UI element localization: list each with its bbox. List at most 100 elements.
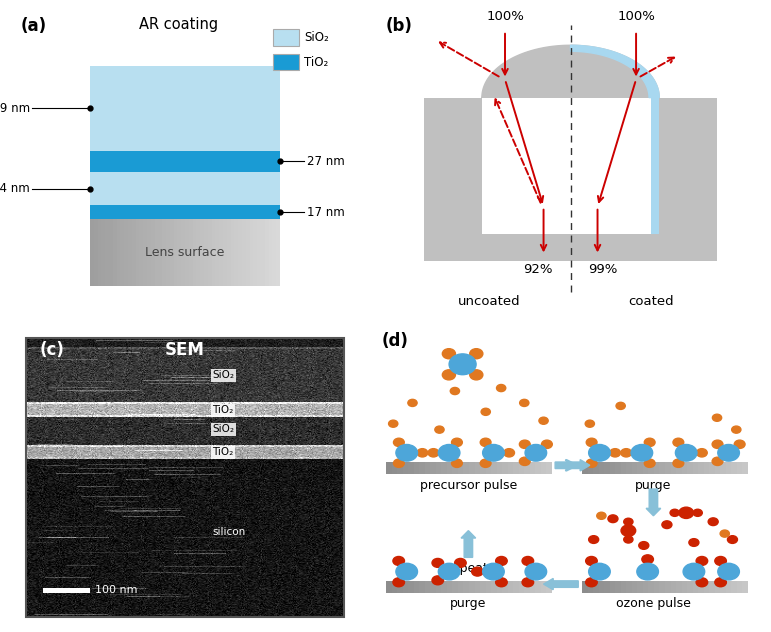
Text: TiO₂: TiO₂	[304, 56, 328, 69]
Text: ozone pulse: ozone pulse	[616, 597, 691, 611]
Circle shape	[503, 449, 514, 457]
Circle shape	[438, 563, 460, 580]
Text: 44 nm: 44 nm	[0, 182, 29, 195]
Circle shape	[675, 444, 697, 461]
Circle shape	[525, 563, 547, 580]
Circle shape	[586, 459, 597, 468]
Circle shape	[624, 536, 633, 543]
Circle shape	[455, 559, 466, 568]
Circle shape	[541, 440, 552, 449]
Text: 99%: 99%	[588, 263, 618, 276]
Polygon shape	[482, 46, 659, 97]
Circle shape	[443, 349, 456, 359]
Circle shape	[641, 555, 654, 564]
Circle shape	[393, 438, 404, 447]
FancyArrow shape	[555, 459, 590, 471]
Text: coated: coated	[628, 295, 675, 308]
Circle shape	[449, 354, 476, 375]
Circle shape	[480, 459, 491, 468]
Circle shape	[432, 559, 443, 568]
Circle shape	[472, 567, 483, 576]
Circle shape	[483, 444, 504, 461]
Text: Lens surface: Lens surface	[146, 246, 224, 258]
Circle shape	[708, 518, 718, 526]
Circle shape	[608, 515, 618, 523]
Circle shape	[520, 399, 529, 406]
Bar	[424, 234, 717, 262]
Circle shape	[496, 578, 507, 586]
Text: purge: purge	[635, 478, 672, 492]
Circle shape	[586, 438, 597, 447]
Text: silicon: silicon	[212, 527, 245, 537]
Bar	[90, 150, 280, 172]
Text: uncoated: uncoated	[458, 295, 521, 308]
Circle shape	[637, 563, 658, 580]
Circle shape	[621, 449, 631, 457]
Text: purge: purge	[450, 597, 487, 611]
Circle shape	[670, 509, 679, 516]
Bar	[424, 97, 482, 262]
Circle shape	[408, 399, 417, 406]
Circle shape	[712, 440, 723, 449]
Bar	[42, 588, 90, 593]
Text: (a): (a)	[21, 17, 46, 35]
Circle shape	[696, 557, 708, 566]
Circle shape	[586, 578, 598, 586]
Circle shape	[673, 438, 684, 447]
Circle shape	[696, 578, 708, 586]
Circle shape	[693, 509, 702, 516]
Circle shape	[432, 576, 443, 585]
Bar	[482, 97, 659, 234]
Circle shape	[539, 417, 548, 424]
Circle shape	[435, 426, 444, 433]
Circle shape	[683, 563, 705, 580]
Circle shape	[662, 521, 672, 528]
Circle shape	[589, 536, 598, 544]
Circle shape	[732, 426, 741, 433]
Text: SiO₂: SiO₂	[212, 424, 234, 434]
Bar	[90, 66, 280, 150]
Circle shape	[480, 438, 491, 447]
Circle shape	[616, 403, 625, 410]
Circle shape	[496, 557, 507, 566]
Bar	[659, 97, 717, 262]
Text: 27 nm: 27 nm	[307, 155, 345, 167]
Circle shape	[589, 444, 611, 461]
Text: (d): (d)	[382, 332, 409, 349]
Circle shape	[715, 578, 726, 586]
Circle shape	[520, 457, 530, 466]
Circle shape	[734, 440, 745, 449]
Circle shape	[585, 420, 594, 427]
Bar	[273, 54, 298, 70]
Bar	[273, 29, 298, 46]
Circle shape	[689, 538, 699, 547]
Circle shape	[597, 512, 606, 520]
Circle shape	[396, 444, 418, 461]
Circle shape	[497, 384, 506, 392]
FancyArrow shape	[646, 489, 661, 516]
Text: 92%: 92%	[523, 263, 553, 276]
Circle shape	[715, 557, 726, 566]
Circle shape	[481, 408, 490, 415]
Circle shape	[417, 449, 428, 457]
Circle shape	[520, 440, 530, 449]
Circle shape	[438, 444, 460, 461]
Circle shape	[393, 578, 405, 586]
Text: SiO₂: SiO₂	[304, 32, 328, 44]
Text: precursor pulse: precursor pulse	[419, 478, 517, 492]
Circle shape	[452, 438, 463, 447]
Text: (b): (b)	[386, 17, 412, 35]
Text: SEM: SEM	[165, 341, 205, 358]
Circle shape	[631, 444, 652, 461]
Circle shape	[589, 563, 611, 580]
Circle shape	[396, 563, 418, 580]
FancyArrow shape	[461, 531, 476, 557]
Circle shape	[522, 557, 534, 566]
Circle shape	[610, 449, 621, 457]
Bar	[651, 97, 659, 234]
Bar	[90, 205, 280, 219]
Text: TiO₂: TiO₂	[212, 447, 234, 457]
Circle shape	[452, 459, 463, 468]
Circle shape	[522, 578, 534, 586]
Text: 100%: 100%	[486, 10, 524, 23]
